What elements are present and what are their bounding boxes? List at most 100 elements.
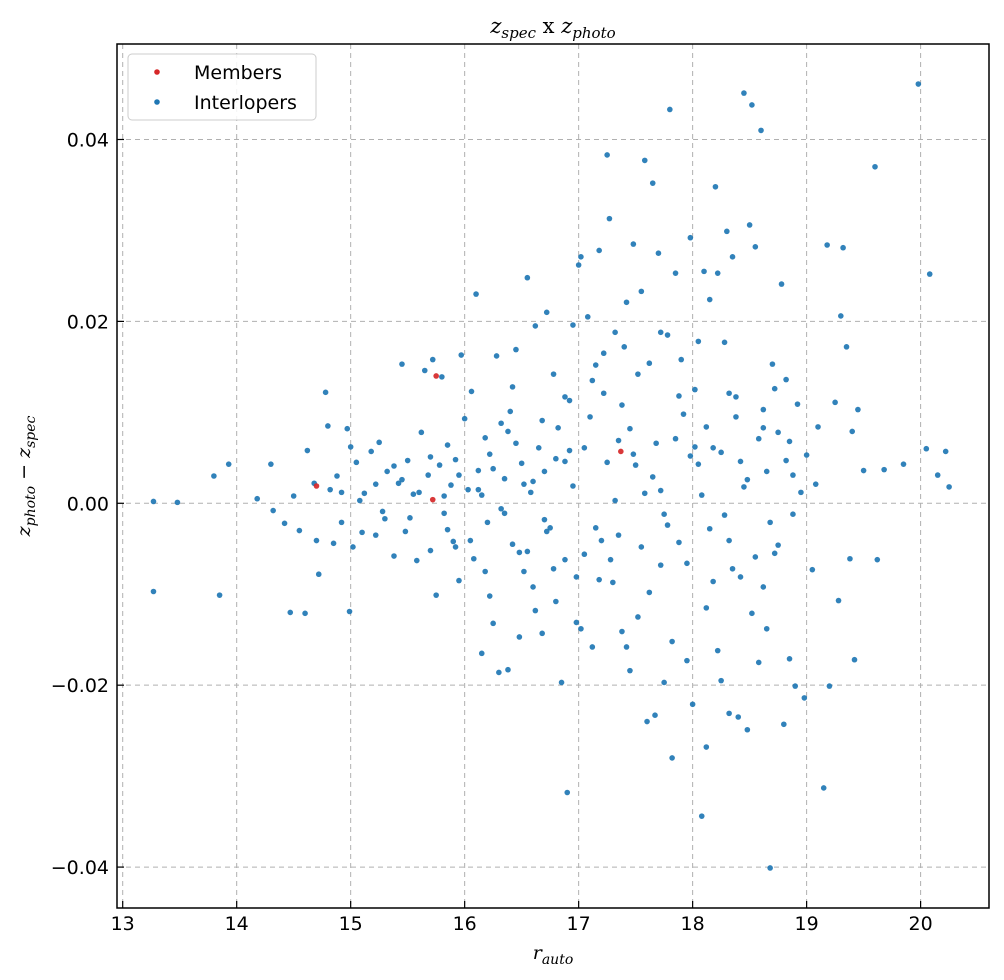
- point-interlopers: [521, 568, 527, 575]
- point-interlopers: [706, 296, 713, 303]
- scatter-points: [150, 81, 952, 871]
- x-tick-label: 20: [909, 913, 933, 935]
- point-interlopers: [860, 467, 867, 474]
- point-interlopers: [541, 468, 548, 475]
- point-interlopers: [270, 507, 276, 514]
- point-interlopers: [812, 481, 819, 487]
- point-interlopers: [706, 525, 713, 532]
- point-interlopers: [619, 628, 625, 635]
- point-interlopers: [596, 576, 602, 583]
- point-interlopers: [581, 551, 588, 558]
- point-interlopers: [513, 440, 519, 447]
- point-interlopers: [881, 466, 887, 473]
- point-interlopers: [672, 435, 679, 442]
- point-interlopers: [470, 555, 477, 562]
- point-interlopers: [714, 270, 721, 276]
- point-interlopers: [815, 424, 821, 430]
- x-tick-label: 15: [339, 913, 363, 935]
- point-interlopers: [606, 215, 613, 222]
- grid-lines: [117, 44, 989, 908]
- point-interlopers: [361, 490, 368, 497]
- point-interlopers: [436, 462, 443, 468]
- point-interlopers: [790, 511, 796, 517]
- point-interlopers: [872, 163, 878, 170]
- point-interlopers: [350, 544, 356, 550]
- point-interlopers: [302, 610, 308, 617]
- point-interlopers: [763, 468, 770, 475]
- point-members: [313, 483, 320, 489]
- point-interlopers: [543, 528, 550, 535]
- point-interlopers: [638, 544, 645, 550]
- point-interlopers: [655, 250, 662, 256]
- point-interlopers: [604, 152, 610, 158]
- point-interlopers: [669, 755, 675, 761]
- point-interlopers: [356, 497, 363, 504]
- point-interlopers: [646, 589, 653, 596]
- point-interlopers: [558, 679, 565, 686]
- point-interlopers: [746, 222, 753, 228]
- point-interlopers: [661, 679, 667, 686]
- point-interlopers: [290, 493, 297, 499]
- point-interlopers: [635, 614, 641, 620]
- point-interlopers: [532, 323, 539, 329]
- point-interlopers: [851, 656, 858, 663]
- point-interlopers: [379, 508, 386, 515]
- point-interlopers: [649, 180, 656, 186]
- point-members: [618, 448, 624, 455]
- point-interlopers: [627, 425, 633, 432]
- point-interlopers: [838, 313, 844, 319]
- y-axis-title: zphoto − zspec: [13, 415, 39, 537]
- legend-marker-members: [154, 69, 160, 75]
- point-interlopers: [530, 584, 536, 590]
- point-interlopers: [524, 548, 531, 555]
- point-interlopers: [646, 360, 653, 367]
- point-interlopers: [680, 411, 687, 417]
- point-interlopers: [632, 462, 639, 468]
- point-interlopers: [296, 527, 303, 534]
- point-interlopers: [482, 435, 488, 441]
- point-interlopers: [623, 299, 630, 306]
- point-interlopers: [566, 397, 573, 404]
- point-interlopers: [407, 515, 413, 521]
- point-interlopers: [421, 367, 428, 374]
- point-interlopers: [562, 556, 568, 563]
- y-tick-label: −0.02: [51, 675, 109, 697]
- point-interlopers: [763, 625, 770, 632]
- point-interlopers: [150, 498, 157, 505]
- point-interlopers: [703, 424, 710, 430]
- point-interlopers: [669, 638, 675, 645]
- point-interlopers: [399, 476, 405, 483]
- point-interlopers: [570, 322, 576, 328]
- point-interlopers: [934, 472, 941, 478]
- point-interlopers: [623, 644, 630, 650]
- point-interlopers: [718, 449, 724, 456]
- point-interlopers: [786, 438, 793, 445]
- point-interlopers: [486, 451, 493, 457]
- point-interlopers: [334, 473, 340, 479]
- point-interlopers: [573, 619, 580, 626]
- point-interlopers: [832, 399, 838, 406]
- point-interlopers: [786, 656, 793, 662]
- point-interlopers: [427, 454, 434, 460]
- point-interlopers: [855, 406, 861, 413]
- point-interlopers: [478, 650, 485, 657]
- point-interlopers: [820, 785, 827, 791]
- x-tick-label: 19: [795, 913, 819, 935]
- point-interlopers: [395, 480, 402, 487]
- point-interlopers: [695, 338, 702, 345]
- y-tick-label: −0.04: [51, 857, 109, 879]
- point-interlopers: [429, 356, 436, 363]
- point-interlopers: [775, 542, 781, 548]
- point-interlopers: [676, 393, 682, 399]
- point-interlopers: [359, 529, 365, 536]
- point-interlopers: [150, 588, 157, 595]
- point-interlopers: [735, 714, 742, 720]
- point-interlopers: [701, 268, 707, 275]
- point-interlopers: [767, 519, 773, 526]
- point-interlopers: [475, 486, 482, 493]
- point-interlopers: [484, 519, 491, 526]
- point-interlopers: [657, 562, 664, 568]
- point-interlopers: [496, 669, 502, 676]
- point-interlopers: [621, 344, 628, 350]
- point-interlopers: [703, 605, 710, 611]
